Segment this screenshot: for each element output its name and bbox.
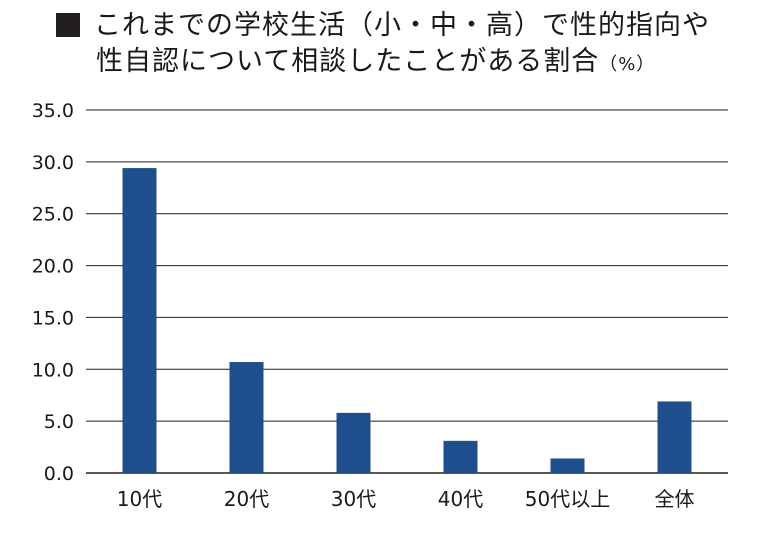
x-tick-label: 50代以上 xyxy=(525,487,610,511)
bar xyxy=(443,440,478,473)
y-tick-label: 20.0 xyxy=(32,256,74,278)
bar xyxy=(122,168,157,473)
bar xyxy=(336,412,371,473)
chart-title: これまでの学校生活（小・中・高）で性的指向や 性自認について相談したことがある割… xyxy=(56,8,756,83)
x-tick-label: 40代 xyxy=(438,487,483,511)
y-tick-label: 30.0 xyxy=(32,152,74,174)
bar xyxy=(229,362,264,473)
x-tick-label: 全体 xyxy=(655,487,695,511)
y-tick-label: 25.0 xyxy=(32,204,74,226)
title-text-2: 性自認について相談したことがある割合 xyxy=(96,46,600,77)
bar xyxy=(550,458,585,473)
y-tick-label: 0.0 xyxy=(44,463,74,485)
y-tick-label: 15.0 xyxy=(32,307,74,329)
x-tick-label: 10代 xyxy=(117,487,162,511)
title-line-1: これまでの学校生活（小・中・高）で性的指向や xyxy=(56,8,756,44)
y-tick-label: 5.0 xyxy=(44,411,74,433)
title-line-2: 性自認について相談したことがある割合（%） xyxy=(56,44,756,83)
x-tick-label: 30代 xyxy=(331,487,376,511)
y-tick-label: 10.0 xyxy=(32,359,74,381)
x-tick-label: 20代 xyxy=(224,487,269,511)
y-tick-label: 35.0 xyxy=(32,100,74,122)
bar xyxy=(657,401,692,473)
title-unit: （%） xyxy=(599,54,656,75)
title-text-1: これまでの学校生活（小・中・高）で性的指向や xyxy=(94,10,710,41)
title-square-icon xyxy=(56,13,80,37)
